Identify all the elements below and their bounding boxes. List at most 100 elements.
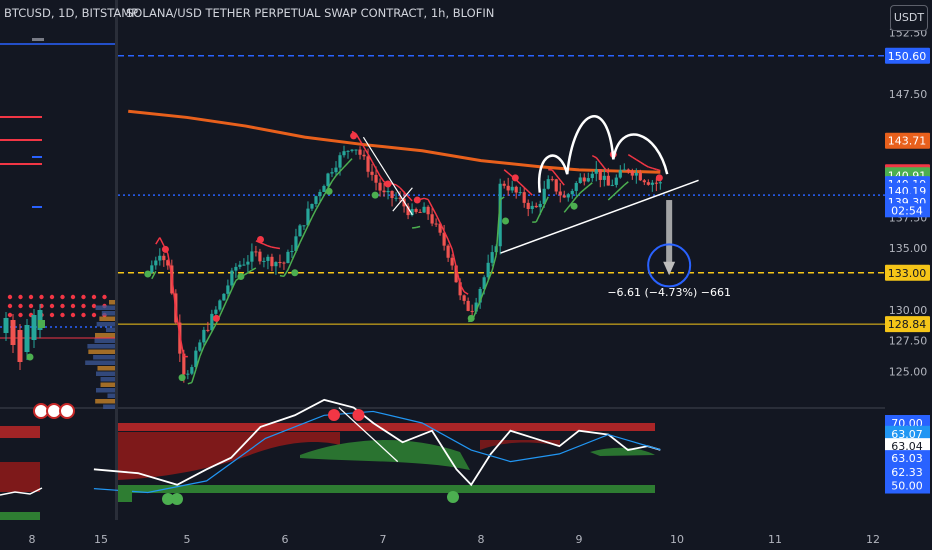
trailing-stop-line xyxy=(327,181,333,189)
candle xyxy=(558,191,562,196)
trailing-stop-line xyxy=(459,284,465,293)
candle xyxy=(570,190,574,195)
trailing-stop-line xyxy=(219,306,225,316)
trailing-stop-line xyxy=(299,233,305,243)
signal-dot xyxy=(350,132,358,140)
osc-badge-label: 63.04 xyxy=(891,440,923,453)
trailing-stop-line xyxy=(199,346,205,357)
candle xyxy=(246,261,250,265)
trailing-stop-line xyxy=(171,276,177,310)
candle xyxy=(314,196,318,204)
trailing-stop-line xyxy=(451,249,457,267)
trailing-stop-line xyxy=(551,169,557,176)
osc-sell-dot xyxy=(328,409,340,421)
osc-red-area xyxy=(118,432,340,480)
volume-profile-bar xyxy=(95,371,115,376)
left-signal-dot xyxy=(28,294,34,300)
x-tick-label: 11 xyxy=(768,533,782,546)
candle xyxy=(326,173,330,186)
candle xyxy=(378,182,382,191)
volume-profile-bar xyxy=(101,311,115,316)
candle xyxy=(302,225,306,227)
trailing-stop-line xyxy=(275,247,281,250)
trailing-stop-line xyxy=(287,260,293,271)
signal-dot xyxy=(178,374,186,382)
trailing-stop-line xyxy=(487,270,493,281)
volume-profile-bar xyxy=(95,399,115,404)
candle xyxy=(250,251,254,262)
measure-label: −6.61 (−4.73%) −661 xyxy=(607,286,731,299)
osc-sell-dot xyxy=(352,409,365,421)
candle xyxy=(450,257,454,266)
candle xyxy=(578,177,582,183)
price-badge xyxy=(885,47,930,64)
trailing-stop-line xyxy=(607,195,613,201)
trailing-stop-line xyxy=(227,288,233,299)
osc-overbought-band xyxy=(118,423,655,431)
trailing-stop-line xyxy=(539,204,545,214)
candle xyxy=(346,150,350,152)
trailing-stop-line xyxy=(159,237,165,246)
candle xyxy=(642,180,646,183)
candle xyxy=(354,149,358,151)
left-signal-dot xyxy=(91,303,97,309)
candle xyxy=(546,179,550,189)
candle xyxy=(618,170,622,178)
signal-dot xyxy=(502,217,509,225)
candle xyxy=(390,190,394,199)
trailing-stop-line xyxy=(311,209,317,218)
candle xyxy=(270,256,274,267)
trailing-stop-line xyxy=(283,269,289,277)
candle xyxy=(286,251,290,264)
volume-profile-bar xyxy=(107,393,115,398)
left-signal-dot xyxy=(91,294,97,300)
signal-dot xyxy=(511,174,519,182)
left-signal-dot xyxy=(49,303,55,309)
candle xyxy=(658,182,662,184)
buy-tag xyxy=(118,488,132,502)
trailing-stop-line xyxy=(599,162,605,169)
candle xyxy=(370,171,374,175)
flag-icon xyxy=(33,403,49,419)
candle xyxy=(522,192,526,203)
left-signal-dot xyxy=(81,294,86,300)
candle xyxy=(458,282,462,296)
countdown-label: 02:54 xyxy=(891,204,923,217)
candle xyxy=(530,205,534,209)
left-signal-dot xyxy=(49,312,55,318)
left-signal-dot xyxy=(49,294,55,300)
candle xyxy=(306,208,310,226)
trailing-stop-line xyxy=(575,192,581,198)
osc-buy-dot xyxy=(162,493,174,505)
candle xyxy=(154,260,158,266)
pane-separator xyxy=(115,0,118,520)
candle xyxy=(486,262,490,278)
x-tick-label: 6 xyxy=(282,533,289,546)
candle xyxy=(278,262,282,264)
currency-button[interactable]: USDT xyxy=(890,5,928,31)
candle xyxy=(254,251,258,253)
trailing-stop-line xyxy=(267,245,273,248)
x-tick-label: 7 xyxy=(380,533,387,546)
trailing-stop-line xyxy=(559,179,565,186)
trailing-stop-line xyxy=(571,196,577,203)
trailing-stop-line xyxy=(251,267,257,271)
candle xyxy=(482,277,486,289)
left-blue-level xyxy=(32,156,42,158)
trailing-stop-line xyxy=(648,166,653,169)
volume-profile-bar xyxy=(103,404,115,409)
price-badge-label: 128.84 xyxy=(888,318,927,331)
trailing-stop-line xyxy=(395,184,401,189)
candle xyxy=(330,172,334,174)
volume-profile-bar xyxy=(95,333,115,338)
candle xyxy=(398,197,402,199)
left-signal-dot xyxy=(102,294,107,300)
left-candle xyxy=(17,330,23,362)
trailing-stop-line xyxy=(652,167,657,171)
osc-green-area xyxy=(590,447,655,456)
candle xyxy=(222,293,226,301)
trailing-stop-line xyxy=(479,290,485,302)
trailing-stop-line xyxy=(611,192,617,197)
candle xyxy=(242,264,246,266)
